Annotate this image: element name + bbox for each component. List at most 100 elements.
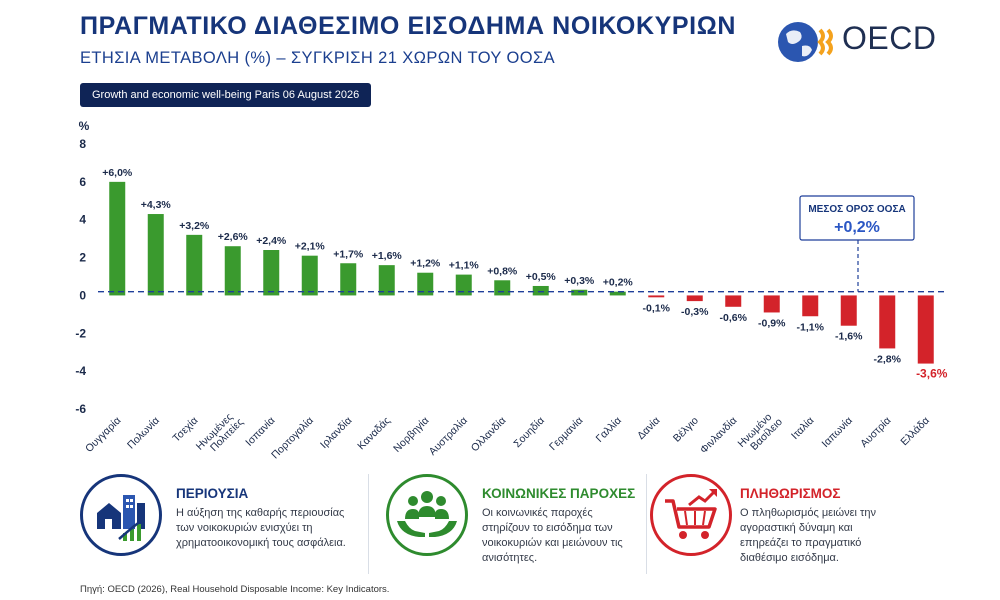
- category-label: Γαλλία: [594, 415, 624, 445]
- y-tick-label: -4: [75, 364, 86, 378]
- panel-social-benefits-title: ΚΟΙΝΩΝΙΚΕΣ ΠΑΡΟΧΕΣ: [482, 486, 636, 501]
- source-note: Πηγή: OECD (2026), Real Household Dispos…: [80, 584, 390, 595]
- category-label: Ολλανδία: [469, 415, 509, 455]
- bar: [340, 263, 357, 296]
- category-label: Ιρλανδία: [318, 415, 354, 451]
- bar: [917, 295, 934, 364]
- people-hands-icon: [386, 474, 468, 556]
- bar: [147, 214, 164, 296]
- bar: [109, 181, 126, 296]
- bar: [763, 295, 780, 313]
- page-title: ΠΡΑΓΜΑΤΙΚΟ ΔΙΑΘΕΣΙΜΟ ΕΙΣΟΔΗΜΑ ΝΟΙΚΟΚΥΡΙΩ…: [80, 12, 737, 40]
- category-label: Σουηδία: [511, 415, 546, 450]
- category-label: Αυστρία: [858, 415, 893, 450]
- data-label: -0,6%: [720, 312, 748, 324]
- bar: [301, 255, 318, 296]
- bar-chart: % 8 6 4 2 0 -2 -4 -6 +6,0% Ουγγαρία +4,3% Πολωνία +3,…: [75, 119, 948, 460]
- bar: [532, 285, 549, 296]
- y-tick-label: 6: [79, 175, 86, 189]
- data-label: +6,0%: [102, 167, 133, 179]
- average-label: ΜΕΣΟΣ ΟΡΟΣ ΟΟΣΑ: [808, 204, 905, 215]
- y-tick-label: 8: [79, 137, 86, 151]
- bar: [648, 295, 665, 298]
- globe-icon: [778, 22, 833, 62]
- bar: [263, 250, 280, 296]
- category-label: Ουγγαρία: [83, 415, 123, 455]
- category-label: Ισπανία: [243, 415, 277, 449]
- data-label: -0,9%: [758, 317, 786, 329]
- bar: [417, 272, 434, 296]
- data-label: +3,2%: [179, 220, 210, 232]
- data-label: -1,1%: [797, 321, 825, 333]
- data-label: +0,8%: [487, 265, 518, 277]
- event-banner: Growth and economic well-being Paris 06 …: [80, 83, 372, 107]
- panel-inflation-text: Ο πληθωρισμός μειώνει την αγοραστική δύν…: [740, 507, 876, 564]
- category-label: Νορβηγία: [391, 415, 431, 455]
- page-subtitle: ΕΤΗΣΙΑ ΜΕΤΑΒΟΛΗ (%) – ΣΥΓΚΡΙΣΗ 21 ΧΩΡΩΝ …: [80, 49, 555, 67]
- average-value-label: +0,2%: [834, 219, 880, 236]
- data-label: -2,8%: [874, 353, 902, 365]
- oecd-logo-text: OECD: [842, 20, 937, 56]
- category-label: Αυστραλία: [427, 415, 470, 458]
- bar: [224, 246, 241, 296]
- data-label: -0,3%: [681, 306, 709, 318]
- data-label: +1,1%: [449, 260, 480, 272]
- y-tick-label: -2: [75, 326, 86, 340]
- panel-divider: [646, 474, 647, 574]
- panel-social-benefits-text: Οι κοινωνικές παροχές στηρίζουν το εισόδ…: [482, 507, 623, 564]
- panel-wealth: ΠΕΡΙΟΥΣΙΑ Η αύξηση της καθαρής περιουσία…: [80, 474, 350, 574]
- oecd-logo: OECD: [776, 18, 956, 66]
- bar: [879, 295, 896, 349]
- shopping-cart-arrow-icon: [650, 474, 732, 556]
- bar: [840, 295, 857, 326]
- data-label: +2,6%: [218, 231, 249, 243]
- panel-social-benefits: ΚΟΙΝΩΝΙΚΕΣ ΠΑΡΟΧΕΣ Οι κοινωνικές παροχές…: [386, 474, 646, 574]
- y-tick-label: 0: [79, 288, 86, 302]
- data-label: +4,3%: [141, 199, 172, 211]
- data-label: +2,1%: [295, 241, 326, 253]
- data-label: +0,2%: [603, 277, 634, 289]
- data-label: +0,5%: [526, 271, 557, 283]
- category-label: Πορτογαλία: [269, 415, 316, 460]
- category-label: Δανία: [635, 415, 662, 442]
- bar: [378, 265, 395, 296]
- category-label: Πολωνία: [125, 415, 162, 452]
- bar: [802, 295, 819, 317]
- category-label: ΗνωμένοΒασίλειο: [736, 408, 786, 458]
- panel-inflation: ΠΛΗΘΩΡΙΣΜΟΣ Ο πληθωρισμός μειώνει την αγ…: [650, 474, 930, 574]
- category-label: Ιταλία: [789, 415, 816, 442]
- panel-wealth-title: ΠΕΡΙΟΥΣΙΑ: [176, 486, 249, 501]
- data-label: +2,4%: [256, 235, 287, 247]
- data-label: +1,2%: [410, 258, 441, 270]
- category-label: Βέλγιο: [671, 415, 701, 445]
- category-label: Καναδάς: [355, 415, 393, 453]
- house-buildings-growth-icon: [80, 474, 162, 556]
- category-label: Ελλάδα: [898, 415, 931, 448]
- category-label: Ιαπωνία: [820, 415, 855, 450]
- bar: [686, 295, 703, 302]
- data-label: -3,6%: [916, 367, 948, 381]
- bar: [725, 295, 742, 307]
- y-tick-label: -6: [75, 402, 86, 416]
- average-callout-box: [799, 195, 915, 241]
- bar: [571, 289, 588, 296]
- category-label: ΗνωμένεςΠολιτείες: [194, 408, 246, 460]
- data-label: +1,6%: [372, 250, 403, 262]
- data-label: +1,7%: [333, 248, 364, 260]
- data-label: -0,1%: [643, 302, 671, 314]
- bar: [455, 274, 472, 296]
- category-label: Τσεχία: [170, 415, 200, 445]
- y-tick-label: 2: [79, 251, 86, 265]
- bar: [494, 280, 511, 296]
- category-label: Φινλανδία: [698, 415, 739, 456]
- y-tick-label: 4: [79, 213, 86, 227]
- panel-wealth-text: Η αύξηση της καθαρής περιουσίας των νοικ…: [176, 507, 346, 549]
- y-axis-label: %: [79, 119, 90, 133]
- panel-divider: [368, 474, 369, 574]
- category-label: Γερμανία: [547, 415, 585, 453]
- bar: [609, 291, 626, 296]
- data-label: +0,3%: [564, 275, 595, 287]
- panel-inflation-title: ΠΛΗΘΩΡΙΣΜΟΣ: [740, 486, 841, 501]
- data-label: -1,6%: [835, 331, 863, 343]
- bar: [186, 234, 203, 296]
